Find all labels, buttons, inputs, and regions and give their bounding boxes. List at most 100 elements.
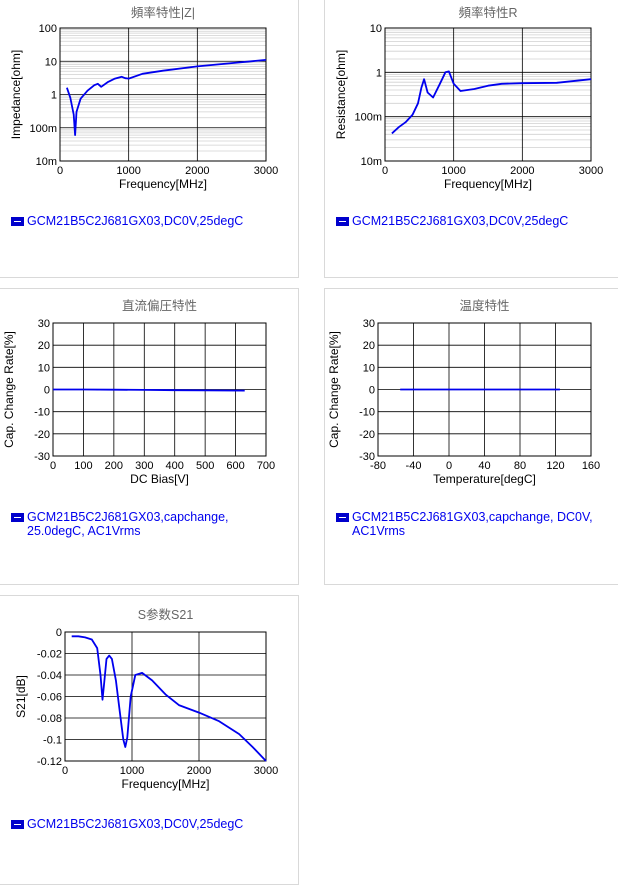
legend-label-impedance[interactable]: GCM21B5C2J681GX03,DC0V,25degC (27, 214, 244, 228)
y-tick-label: 10 (38, 362, 50, 374)
legend-label-resistance[interactable]: GCM21B5C2J681GX03,DC0V,25degC (352, 214, 569, 228)
y-tick-label: -0.08 (37, 713, 62, 725)
y-tick-label: 10 (370, 23, 382, 35)
x-tick-label: -80 (370, 460, 386, 472)
x-tick-label: 2000 (187, 765, 211, 777)
legend-label-s21[interactable]: GCM21B5C2J681GX03,DC0V,25degC (27, 817, 244, 831)
legend-label-temperature[interactable]: GCM21B5C2J681GX03,capchange, DC0V, AC1Vr… (352, 510, 593, 538)
chart-title: 温度特性 (459, 298, 509, 313)
x-tick-label: 0 (446, 460, 452, 472)
y-tick-label: 30 (363, 318, 375, 330)
series-line (53, 388, 245, 392)
plot-area (385, 28, 591, 161)
y-tick-label: 10m (36, 156, 57, 168)
chart-panel-resistance: 頻率特性R 10m 100m 1 10 0 1000 2000 3000 Frequency[MH… (324, 0, 618, 278)
x-tick-label: 80 (514, 460, 526, 472)
chart-resistance: 頻率特性R 10m 100m 1 10 0 1000 2000 3000 Frequency[MH… (334, 5, 603, 191)
x-tick-label: 160 (582, 460, 600, 472)
y-tick-label: 20 (363, 340, 375, 352)
y-tick-label: 100m (354, 112, 382, 124)
x-tick-label: 3000 (579, 165, 603, 177)
x-tick-label: 0 (57, 165, 63, 177)
chart-title: 直流偏圧特性 (122, 298, 197, 313)
chart-s21: S参数S21 -0.12 -0.1 -0.08 -0.06 -0.04 -0.02 0 0 100… (14, 607, 278, 791)
x-axis-label: Frequency[MHz] (121, 777, 209, 791)
y-tick-label: -10 (359, 407, 375, 419)
legend-temperature[interactable]: GCM21B5C2J681GX03,capchange, DC0V, AC1Vr… (336, 510, 606, 538)
y-tick-label: 1 (51, 90, 57, 102)
y-tick-label: -0.1 (43, 735, 62, 747)
x-tick-label: 1000 (441, 165, 465, 177)
chart-title: S参数S21 (138, 607, 194, 622)
x-tick-label: 500 (196, 460, 214, 472)
y-tick-label: -20 (34, 429, 50, 441)
x-axis-label: Frequency[MHz] (119, 177, 207, 191)
legend-dc-bias[interactable]: GCM21B5C2J681GX03,capchange, 25.0degC, A… (11, 510, 261, 538)
x-tick-label: 3000 (254, 165, 278, 177)
chart-title: 頻率特性|Z| (131, 5, 195, 20)
x-tick-label: 200 (105, 460, 123, 472)
x-tick-label: 100 (74, 460, 92, 472)
y-tick-label: -0.12 (37, 756, 62, 768)
chart-panel-dc-bias: 直流偏圧特性 -30 -20 -10 0 10 20 30 0 100 200 300 400 500 60… (0, 288, 299, 585)
chart-panel-temperature: 温度特性 -30 -20 -10 0 10 20 30 -80 -40 0 40 80 120 160 Tem… (324, 288, 618, 585)
y-tick-label: 100 (39, 23, 57, 35)
x-tick-label: 120 (546, 460, 564, 472)
y-axis-label: Impedance[ohm] (9, 50, 23, 139)
x-tick-label: 700 (257, 460, 275, 472)
y-tick-label: -0.04 (37, 670, 62, 682)
y-tick-label: 0 (44, 385, 50, 397)
legend-swatch-dc-bias (11, 513, 24, 522)
y-axis-label: Cap. Change Rate[%] (2, 331, 16, 448)
x-tick-label: -40 (406, 460, 422, 472)
legend-swatch-resistance (336, 217, 349, 226)
series-line (391, 70, 592, 135)
x-tick-label: 1000 (116, 165, 140, 177)
legend-resistance[interactable]: GCM21B5C2J681GX03,DC0V,25degC (336, 214, 616, 228)
plot-frame (59, 27, 267, 162)
y-tick-label: 30 (38, 318, 50, 330)
x-axis-label: Temperature[degC] (433, 472, 536, 486)
x-tick-label: 0 (382, 165, 388, 177)
y-tick-label: -0.02 (37, 649, 62, 661)
x-tick-label: 3000 (254, 765, 278, 777)
x-tick-label: 1000 (120, 765, 144, 777)
plot-frame (384, 27, 592, 162)
plot-frame (64, 631, 267, 762)
y-axis-label: S21[dB] (14, 675, 28, 718)
y-tick-label: 0 (56, 627, 62, 639)
chart-panel-impedance: 頻率特性|Z| 10m 100m 1 10 100 0 1000 2000 3000 Frequen… (0, 0, 299, 278)
y-tick-label: -0.06 (37, 692, 62, 704)
x-tick-label: 300 (135, 460, 153, 472)
legend-swatch-temperature (336, 513, 349, 522)
y-tick-label: -10 (34, 407, 50, 419)
x-axis-label: DC Bias[V] (130, 472, 189, 486)
legend-label-dc-bias[interactable]: GCM21B5C2J681GX03,capchange, 25.0degC, A… (27, 510, 229, 538)
plot-frame (377, 322, 592, 457)
chart-panel-s21: S参数S21 -0.12 -0.1 -0.08 -0.06 -0.04 -0.02 0 0 100… (0, 595, 299, 885)
y-tick-label: -30 (34, 451, 50, 463)
y-tick-label: -20 (359, 429, 375, 441)
legend-s21[interactable]: GCM21B5C2J681GX03,DC0V,25degC (11, 817, 291, 831)
chart-title: 頻率特性R (458, 5, 517, 20)
x-tick-label: 400 (166, 460, 184, 472)
series-line (66, 59, 267, 137)
legend-impedance[interactable]: GCM21B5C2J681GX03,DC0V,25degC (11, 214, 291, 228)
series-line (71, 635, 267, 762)
chart-temperature: 温度特性 -30 -20 -10 0 10 20 30 -80 -40 0 40 80 120 160 Tem… (327, 298, 600, 486)
legend-swatch-s21 (11, 820, 24, 829)
y-tick-label: 10m (361, 156, 382, 168)
y-tick-label: 1 (376, 67, 382, 79)
y-axis-label: Cap. Change Rate[%] (327, 331, 341, 448)
y-axis-label: Resistance[ohm] (334, 50, 348, 139)
legend-swatch-impedance (11, 217, 24, 226)
y-tick-label: 10 (363, 362, 375, 374)
y-tick-label: -30 (359, 451, 375, 463)
x-tick-label: 600 (226, 460, 244, 472)
x-tick-label: 2000 (185, 165, 209, 177)
y-tick-label: 10 (45, 56, 57, 68)
y-tick-label: 20 (38, 340, 50, 352)
y-tick-label: 100m (29, 123, 57, 135)
